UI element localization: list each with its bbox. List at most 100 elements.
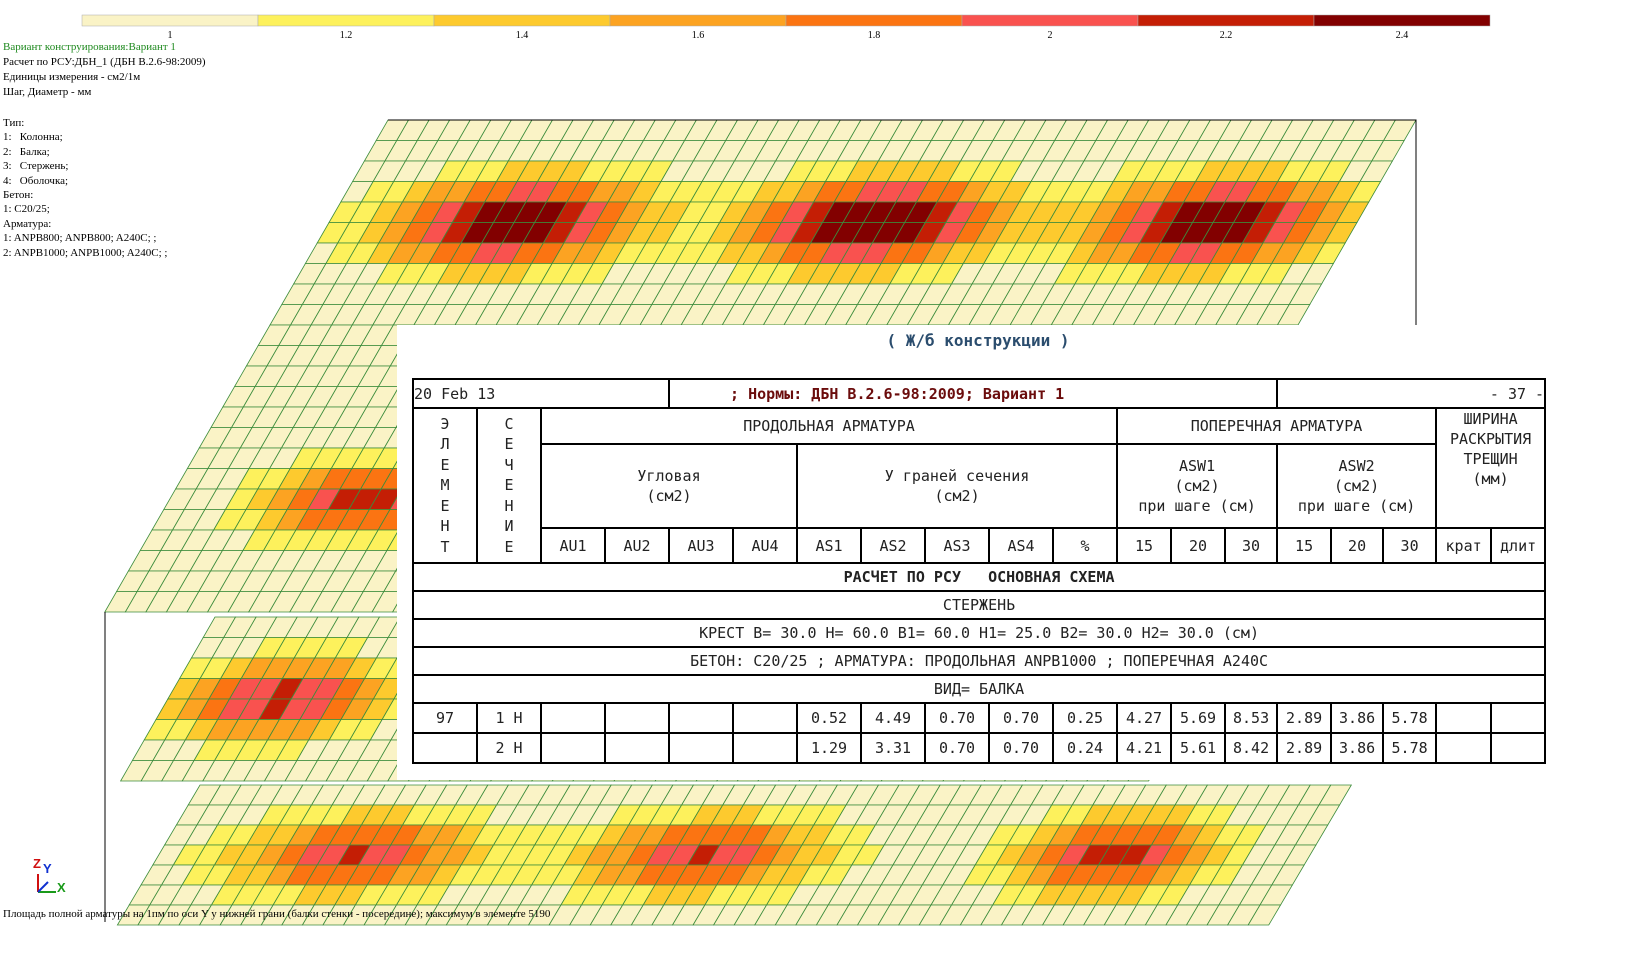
sub-header: AU1	[540, 527, 606, 564]
report-panel: ( Ж/б конструкции ) 20 Feb 13; Нормы: ДБ…	[397, 325, 1547, 780]
header-corner: Угловая (см2)	[539, 443, 799, 529]
cell: 8.42	[1224, 732, 1279, 764]
sub-header: AS3	[924, 527, 991, 564]
info-line: 1: C20/25;	[3, 203, 50, 216]
cell: 0.70	[988, 732, 1055, 764]
cell: 5.61	[1170, 732, 1227, 764]
cell: 4.27	[1116, 702, 1173, 734]
cell: 2 Н	[476, 732, 542, 764]
info-line: Вариант конструирования:Вариант 1	[3, 41, 176, 53]
cell: 1.29	[796, 732, 863, 764]
report-subtitle: ( Ж/б конструкции )	[886, 331, 1070, 350]
cell	[668, 702, 735, 734]
cell	[1435, 732, 1493, 764]
info-line: Тип:	[3, 117, 25, 129]
axis-letter: Y	[43, 861, 52, 876]
info-line: 3: Стержень;	[3, 160, 69, 173]
sub-header: AU4	[732, 527, 799, 564]
info-line: Единицы измерения - см2/1м	[3, 71, 141, 83]
sub-header: 30	[1382, 527, 1438, 564]
header-section: СЕЧЕНИЕ	[504, 414, 514, 556]
cell: 3.31	[860, 732, 927, 764]
cell: 0.25	[1052, 702, 1119, 734]
info-line: 4: Оболочка;	[3, 174, 69, 187]
info-line: 1: ANPB800; ANPB800; A240C; ;	[3, 232, 157, 245]
section-row: БЕТОН: C20/25 ; АРМАТУРА: ПРОДОЛЬНАЯ ANP…	[411, 646, 1547, 676]
header-longitudinal: ПРОДОЛЬНАЯ АРМАТУРА	[539, 407, 1119, 445]
axis-letter: Z	[33, 856, 41, 871]
sub-header: 30	[1224, 527, 1279, 564]
page-number: - 37 -	[1276, 378, 1547, 409]
section-row: РАСЧЕТ ПО РСУ ОСНОВНАЯ СХЕМА	[411, 562, 1547, 592]
header-asw1: ASW1 (см2) при шаге (см)	[1116, 443, 1279, 529]
legend-label: 2.4	[1396, 30, 1409, 41]
footer: Площадь полной арматуры на 1пм по оси Y …	[3, 908, 551, 920]
sub-header: AS2	[860, 527, 927, 564]
info-line: Расчет по РСУ:ДБН_1 (ДБН В.2.6-98:2009)	[3, 56, 206, 68]
section-row: СТЕРЖЕНЬ	[411, 590, 1547, 620]
cell: 2.89	[1276, 702, 1333, 734]
sub-header: 20	[1330, 527, 1385, 564]
legend-swatch	[1137, 14, 1315, 27]
legend-swatch	[81, 14, 259, 27]
cell: 3.86	[1330, 702, 1385, 734]
cell: 4.21	[1116, 732, 1173, 764]
cell: 0.24	[1052, 732, 1119, 764]
header-element: ЭЛЕМЕНТ	[440, 414, 450, 556]
cell: 0.70	[924, 732, 991, 764]
cell: 0.52	[796, 702, 863, 734]
sub-header: 15	[1276, 527, 1333, 564]
cell	[732, 702, 799, 734]
legend-label: 1.2	[340, 30, 353, 41]
sub-header: 20	[1170, 527, 1227, 564]
info-line: 2: Балка;	[3, 145, 50, 158]
cell	[603, 732, 671, 764]
legend-swatch	[961, 14, 1139, 27]
section-row: КРЕСТ B= 30.0 H= 60.0 B1= 60.0 H1= 25.0 …	[411, 618, 1547, 648]
legend-swatch	[609, 14, 787, 27]
sub-header: AU3	[668, 527, 735, 564]
header-asw2: ASW2 (см2) при шаге (см)	[1276, 443, 1438, 529]
legend-label: 1.4	[516, 30, 529, 41]
section-row: ВИД= БАЛКА	[411, 674, 1547, 704]
slab	[116, 784, 1353, 926]
info-line: 1: Колонна;	[3, 131, 63, 144]
legend-swatch	[433, 14, 611, 27]
cell: 97	[412, 702, 478, 734]
info-line: Шаг, Диаметр - мм	[3, 86, 92, 98]
cell: 4.49	[860, 702, 927, 734]
date: 20 Feb 13	[411, 378, 671, 409]
axis-y	[37, 881, 49, 893]
sub-header: %	[1052, 527, 1119, 564]
axis-letter: X	[57, 880, 66, 895]
cell: 2.89	[1276, 732, 1333, 764]
heat-cell	[1247, 904, 1282, 926]
cell	[603, 702, 671, 734]
sub-header: AS1	[796, 527, 863, 564]
norms: ; Нормы: ДБН В.2.6-98:2009; Вариант 1	[668, 378, 1279, 409]
legend-label: 1.8	[868, 30, 881, 41]
cell	[732, 732, 799, 764]
sub-header: AS4	[988, 527, 1055, 564]
legend-label: 2	[1048, 30, 1053, 41]
sub-header: крат	[1435, 527, 1493, 564]
info-line: 2: ANPB1000; ANPB1000; A240C; ;	[3, 246, 168, 259]
cell: 5.69	[1170, 702, 1227, 734]
sub-header: AU2	[603, 527, 671, 564]
cell	[540, 732, 606, 764]
legend-swatch	[1313, 14, 1491, 27]
header-faces: У граней сечения (см2)	[796, 443, 1119, 529]
cell: 0.70	[924, 702, 991, 734]
cell	[1490, 732, 1547, 764]
legend-label: 1.6	[692, 30, 705, 41]
legend-label: 1	[168, 30, 173, 41]
cell: 1 Н	[476, 702, 542, 734]
info-line: Арматура:	[3, 217, 52, 230]
cell	[1490, 702, 1547, 734]
cell	[668, 732, 735, 764]
cell: 0.70	[988, 702, 1055, 734]
cell: 5.78	[1382, 732, 1438, 764]
legend-swatch	[785, 14, 963, 27]
info-line: Бетон:	[3, 189, 34, 201]
